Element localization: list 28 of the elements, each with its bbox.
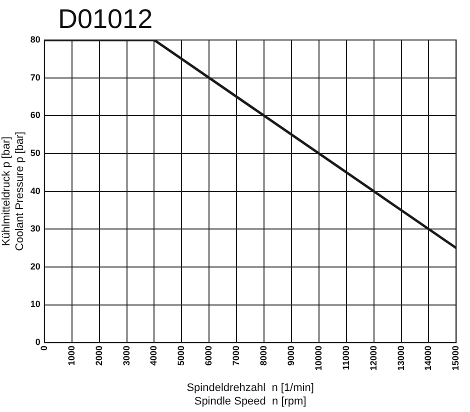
x-tick-label: 14000 bbox=[423, 346, 434, 371]
x-tick-label: 11000 bbox=[340, 346, 351, 370]
x-axis-title: Spindeldrehzahl n [1/min] Spindle Speed n [rpm] bbox=[186, 382, 314, 408]
y-tick-label: 0 bbox=[35, 337, 40, 348]
y-tick-label: 20 bbox=[30, 261, 40, 272]
x-tick-label: 7000 bbox=[231, 346, 242, 366]
x-tick-label: 3000 bbox=[121, 346, 132, 366]
x-tick-label: 2000 bbox=[94, 346, 104, 366]
x-tick-label: 8000 bbox=[258, 346, 269, 366]
x-tick-label: 13000 bbox=[396, 346, 406, 371]
x-tick-label: 12000 bbox=[368, 346, 378, 371]
x-tick-label: 0 bbox=[38, 346, 49, 351]
y-tick-label: 70 bbox=[30, 72, 40, 82]
x-tick-label: 9000 bbox=[286, 346, 296, 366]
x-tick-label: 1000 bbox=[66, 346, 76, 366]
x-tick-label: 4000 bbox=[148, 346, 159, 366]
chart-title: D01012 bbox=[58, 4, 153, 35]
y-tick-label: 50 bbox=[30, 148, 40, 158]
y-axis-title: Kühlmitteldruck p [bar] Coolant Pressure p [bar] bbox=[0, 132, 26, 251]
x-tick-label: 5000 bbox=[176, 346, 186, 366]
y-tick-label: 80 bbox=[30, 34, 40, 44]
x-tick-label: 10000 bbox=[313, 346, 324, 371]
y-tick-label: 40 bbox=[30, 186, 40, 196]
y-tick-label: 30 bbox=[30, 224, 40, 234]
x-tick-label: 6000 bbox=[204, 346, 214, 366]
y-tick-label: 60 bbox=[30, 110, 40, 120]
y-tick-label: 10 bbox=[30, 299, 40, 310]
x-tick-label: 15000 bbox=[450, 346, 461, 371]
